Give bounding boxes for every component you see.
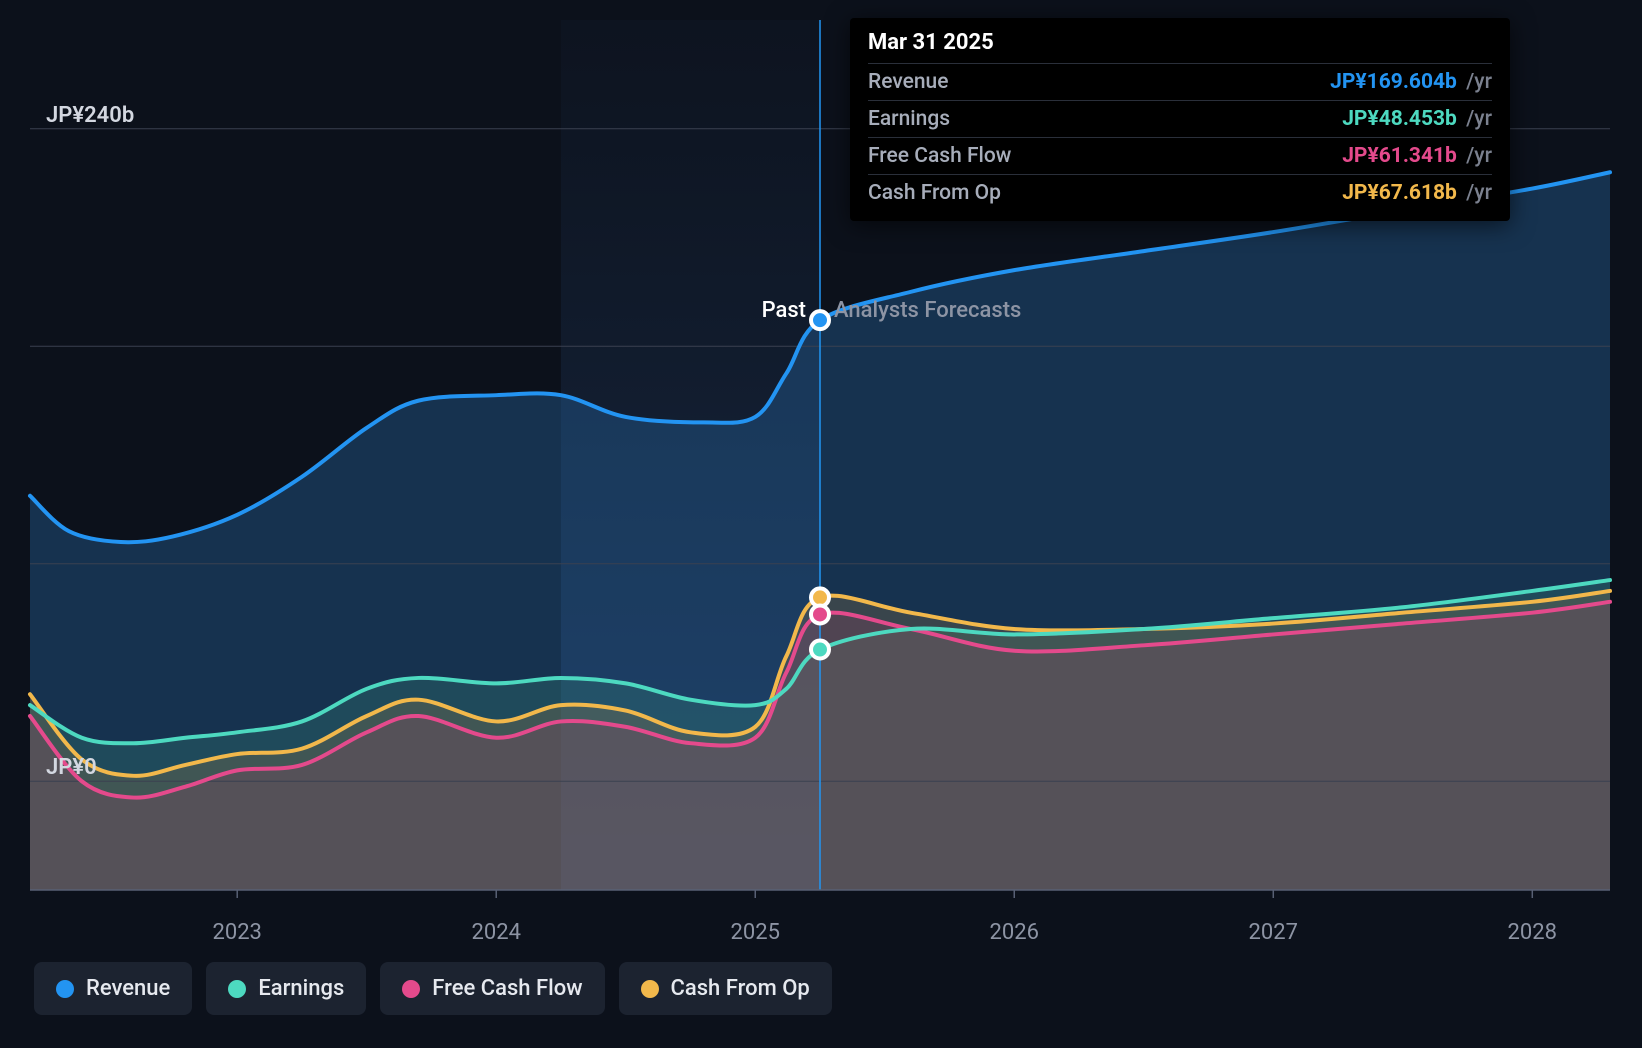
tooltip-series-value: JP¥48.453b bbox=[1342, 107, 1457, 131]
marker-revenue bbox=[811, 311, 829, 329]
tooltip-row: Free Cash Flow JP¥61.341b /yr bbox=[868, 137, 1492, 174]
tooltip-unit: /yr bbox=[1461, 181, 1492, 205]
tooltip-series-value: JP¥67.618b bbox=[1342, 181, 1457, 205]
legend-label: Earnings bbox=[258, 976, 344, 1001]
x-axis-label: 2028 bbox=[1508, 920, 1557, 945]
legend-item-earnings[interactable]: Earnings bbox=[206, 962, 366, 1015]
y-axis-label: JP¥240b bbox=[46, 103, 134, 128]
tooltip-series-name: Cash From Op bbox=[868, 181, 1001, 205]
legend: Revenue Earnings Free Cash Flow Cash From O… bbox=[34, 962, 832, 1015]
tooltip-series-name: Revenue bbox=[868, 70, 948, 94]
financials-chart: JP¥0 JP¥240b 2023 2024 2025 2026 2027 2028 Pas… bbox=[0, 0, 1642, 1048]
legend-swatch-icon bbox=[228, 980, 246, 998]
legend-item-cash-from-op[interactable]: Cash From Op bbox=[619, 962, 832, 1015]
tooltip-series-name: Free Cash Flow bbox=[868, 144, 1011, 168]
legend-swatch-icon bbox=[641, 980, 659, 998]
y-axis-label: JP¥0 bbox=[46, 755, 97, 780]
tooltip-unit: /yr bbox=[1461, 107, 1492, 131]
tooltip-series-name: Earnings bbox=[868, 107, 950, 131]
x-axis-label: 2025 bbox=[731, 920, 780, 945]
legend-label: Revenue bbox=[86, 976, 170, 1001]
legend-label: Free Cash Flow bbox=[432, 976, 582, 1001]
tooltip-row: Earnings JP¥48.453b /yr bbox=[868, 100, 1492, 137]
tooltip-row: Cash From Op JP¥67.618b /yr bbox=[868, 174, 1492, 211]
hover-tooltip: Mar 31 2025 RevenueJP¥169.604b /yrEarnin… bbox=[850, 18, 1510, 221]
x-axis-label: 2026 bbox=[990, 920, 1039, 945]
x-axis-label: 2024 bbox=[471, 920, 520, 945]
legend-swatch-icon bbox=[402, 980, 420, 998]
split-label-past: Past bbox=[762, 298, 806, 323]
marker-earnings bbox=[811, 641, 829, 659]
tooltip-series-value: JP¥169.604b bbox=[1330, 70, 1457, 94]
x-axis-label: 2027 bbox=[1249, 920, 1298, 945]
legend-item-revenue[interactable]: Revenue bbox=[34, 962, 192, 1015]
tooltip-unit: /yr bbox=[1461, 144, 1492, 168]
tooltip-date: Mar 31 2025 bbox=[868, 30, 1492, 63]
split-label-forecast: Analysts Forecasts bbox=[834, 298, 1021, 323]
legend-swatch-icon bbox=[56, 980, 74, 998]
tooltip-unit: /yr bbox=[1461, 70, 1492, 94]
legend-item-free-cash-flow[interactable]: Free Cash Flow bbox=[380, 962, 604, 1015]
tooltip-series-value: JP¥61.341b bbox=[1342, 144, 1457, 168]
legend-label: Cash From Op bbox=[671, 976, 810, 1001]
x-axis-label: 2023 bbox=[212, 920, 261, 945]
marker-free_cash_flow bbox=[811, 605, 829, 623]
tooltip-row: Revenue JP¥169.604b /yr bbox=[868, 63, 1492, 100]
